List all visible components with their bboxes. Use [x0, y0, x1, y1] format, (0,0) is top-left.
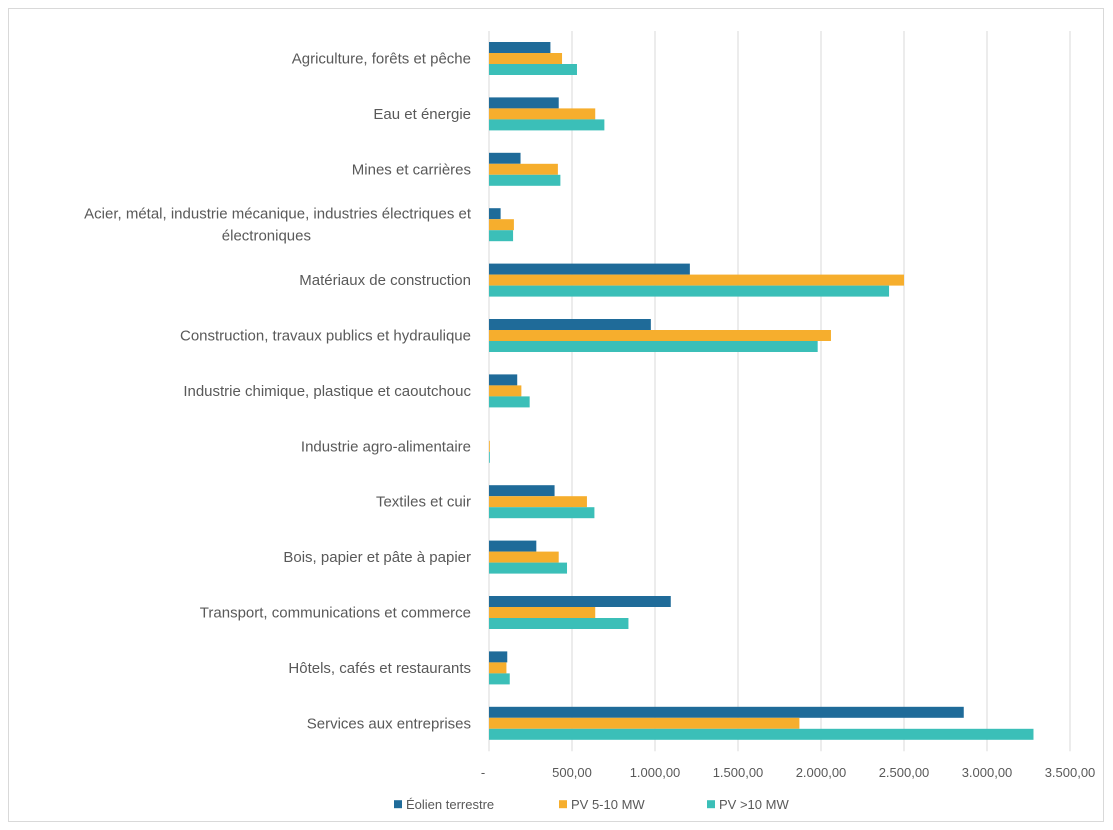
legend-label: PV 5-10 MW: [571, 797, 645, 812]
category-label: Services aux entreprises: [307, 715, 471, 732]
bar: [489, 496, 587, 508]
bar: [489, 53, 563, 64]
gridlines: [488, 31, 1071, 752]
bar: [489, 174, 561, 186]
bar: [489, 662, 507, 674]
bar: [489, 651, 508, 663]
x-tick-label: 500,00: [552, 765, 592, 780]
chart-frame: Agriculture, forêts et pêche Eau et énerg…: [8, 8, 1104, 822]
category-label: Mines et carrières: [352, 161, 471, 178]
legend-label: PV >10 MW: [719, 797, 789, 812]
bar: [489, 64, 577, 75]
legend-swatch: [707, 800, 715, 809]
bar: [489, 330, 831, 341]
x-tick-label: -: [481, 765, 485, 780]
bar: [489, 451, 490, 463]
category-label: Hôtels, cafés et restaurants: [288, 660, 471, 677]
bar: [489, 285, 890, 297]
bar: [489, 440, 490, 452]
category-label: Industrie chimique, plastique et caoutch…: [183, 383, 471, 400]
bar: [489, 728, 1034, 740]
bar: [489, 485, 555, 497]
bar: [489, 163, 558, 175]
legend-swatch: [394, 800, 402, 809]
category-label: Bois, papier et pâte à papier: [283, 549, 471, 566]
x-tick-label: 1.500,00: [713, 765, 764, 780]
category-label: Matériaux de construction: [299, 272, 471, 289]
bar: [489, 341, 818, 352]
legend: Éolien terrestre PV 5-10 MW PV >10 MW: [394, 797, 789, 812]
bar: [489, 385, 522, 397]
bars: [489, 42, 1034, 740]
bar: [489, 108, 596, 120]
bar: [489, 618, 629, 629]
bar: [489, 319, 651, 330]
bar: [489, 507, 595, 519]
legend-label: Éolien terrestre: [406, 797, 494, 812]
x-tick-label: 1.000,00: [630, 765, 681, 780]
x-tick-labels: - 500,00 1.000,00 1.500,00 2.000,00 2.500,00 3…: [481, 765, 1095, 780]
bar: [489, 540, 537, 552]
bar: [489, 706, 964, 718]
category-label: Industrie agro-alimentaire: [301, 438, 471, 455]
bar: [489, 562, 568, 574]
x-tick-label: 2.500,00: [879, 765, 930, 780]
bar: [489, 230, 514, 242]
legend-swatch: [559, 800, 567, 809]
bar: [489, 119, 605, 131]
bar: [489, 263, 690, 275]
x-tick-label: 3.000,00: [962, 765, 1013, 780]
bar: [489, 673, 510, 685]
bar: [489, 219, 514, 231]
bar: [489, 551, 559, 563]
category-label-line: Acier, métal, industrie mécanique, indus…: [84, 206, 472, 223]
bar: [489, 607, 596, 618]
bar-chart: Agriculture, forêts et pêche Eau et énerg…: [84, 31, 1095, 812]
bar: [489, 152, 521, 164]
category-label: Transport, communications et commerce: [200, 605, 471, 622]
category-label: Acier, métal, industrie mécanique, indus…: [84, 206, 472, 245]
x-tick-label: 2.000,00: [796, 765, 847, 780]
category-label: Textiles et cuir: [376, 494, 471, 511]
x-tick-label: 3.500,00: [1045, 765, 1096, 780]
bar: [489, 717, 800, 729]
category-labels: Agriculture, forêts et pêche Eau et énerg…: [84, 51, 472, 733]
bar: [489, 396, 530, 408]
bar: [489, 97, 559, 109]
category-label: Agriculture, forêts et pêche: [292, 51, 471, 68]
bar: [489, 374, 518, 386]
category-label-line: électroniques: [222, 228, 311, 245]
bar: [489, 208, 501, 220]
category-label: Eau et énergie: [373, 106, 471, 123]
category-label: Construction, travaux publics et hydraul…: [180, 328, 471, 345]
bar: [489, 596, 671, 607]
bar: [489, 274, 904, 286]
bar: [489, 42, 551, 53]
